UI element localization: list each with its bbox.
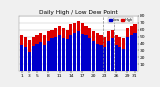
- Text: Milwaukee
Weather: Milwaukee Weather: [0, 32, 2, 55]
- Bar: [92, 31, 95, 71]
- Bar: [111, 30, 114, 71]
- Bar: [20, 45, 23, 71]
- Bar: [54, 37, 57, 71]
- Bar: [77, 31, 80, 71]
- Bar: [28, 52, 31, 71]
- Bar: [107, 31, 110, 71]
- Bar: [84, 35, 88, 71]
- Bar: [92, 41, 95, 71]
- Bar: [69, 35, 72, 71]
- Bar: [43, 45, 46, 71]
- Bar: [20, 35, 23, 71]
- Bar: [32, 46, 35, 71]
- Bar: [133, 24, 136, 71]
- Bar: [50, 30, 54, 71]
- Bar: [133, 33, 136, 71]
- Title: Daily High / Low Dew Point: Daily High / Low Dew Point: [39, 10, 118, 15]
- Bar: [54, 28, 57, 71]
- Bar: [96, 44, 99, 71]
- Bar: [96, 33, 99, 71]
- Bar: [50, 38, 54, 71]
- Bar: [88, 38, 91, 71]
- Bar: [35, 44, 39, 71]
- Bar: [100, 35, 103, 71]
- Bar: [62, 28, 65, 71]
- Bar: [88, 28, 91, 71]
- Bar: [73, 23, 76, 71]
- Bar: [126, 37, 129, 71]
- Bar: [62, 38, 65, 71]
- Bar: [107, 41, 110, 71]
- Bar: [126, 28, 129, 71]
- Bar: [39, 33, 42, 71]
- Bar: [24, 47, 27, 71]
- Bar: [122, 38, 125, 71]
- Bar: [28, 40, 31, 71]
- Bar: [111, 38, 114, 71]
- Bar: [115, 45, 118, 71]
- Legend: Low, High: Low, High: [108, 17, 133, 23]
- Bar: [115, 35, 118, 71]
- Bar: [130, 35, 133, 71]
- Bar: [81, 34, 84, 71]
- Bar: [43, 35, 46, 71]
- Bar: [103, 37, 106, 71]
- Bar: [47, 31, 50, 71]
- Bar: [118, 47, 121, 71]
- Bar: [39, 42, 42, 71]
- Bar: [77, 21, 80, 71]
- Bar: [24, 37, 27, 71]
- Bar: [118, 37, 121, 71]
- Bar: [58, 26, 61, 71]
- Bar: [35, 35, 39, 71]
- Bar: [58, 35, 61, 71]
- Bar: [81, 23, 84, 71]
- Bar: [47, 41, 50, 71]
- Bar: [32, 37, 35, 71]
- Bar: [130, 26, 133, 71]
- Bar: [103, 47, 106, 71]
- Bar: [122, 49, 125, 71]
- Bar: [65, 30, 69, 71]
- Bar: [73, 33, 76, 71]
- Bar: [69, 24, 72, 71]
- Bar: [65, 39, 69, 71]
- Bar: [84, 26, 88, 71]
- Bar: [100, 45, 103, 71]
